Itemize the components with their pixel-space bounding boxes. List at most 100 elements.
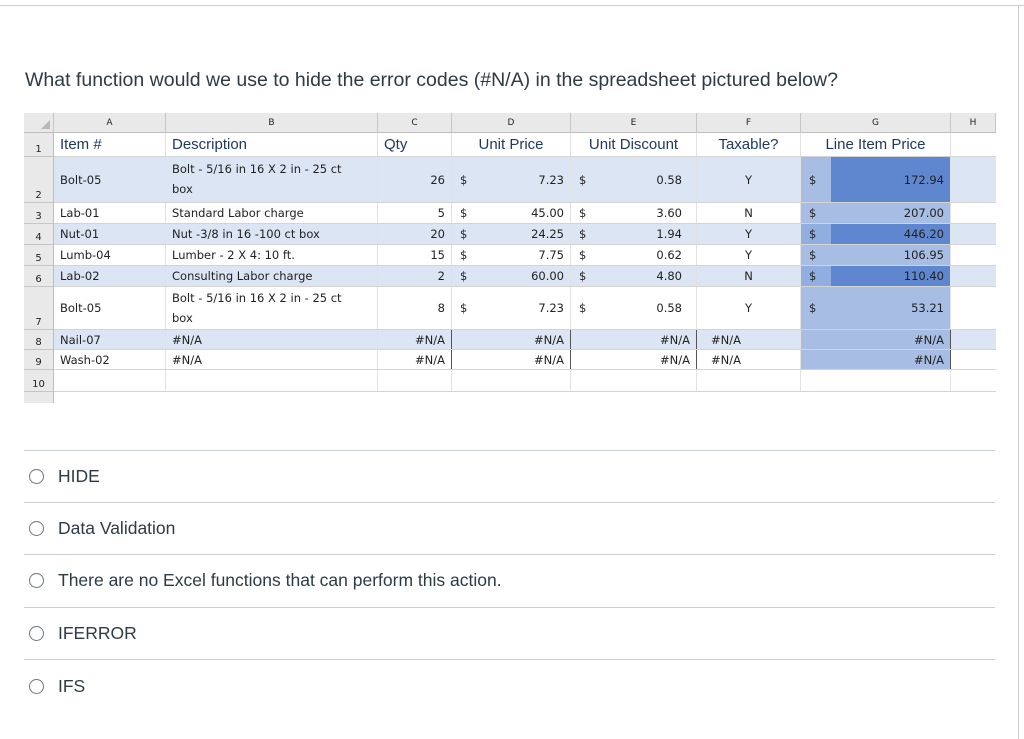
- row-header-3: 3: [24, 203, 54, 224]
- cell-item: Nail-07: [54, 330, 166, 349]
- right-border: [1018, 5, 1019, 739]
- column-header-g: G: [801, 113, 951, 133]
- cell-taxable: Y: [697, 157, 801, 202]
- row-header-1: 1: [24, 133, 54, 157]
- cell-qty: 15: [378, 245, 452, 265]
- option-data-validation[interactable]: Data Validation: [29, 518, 175, 539]
- cell-discount-currency: $: [579, 227, 587, 241]
- cell-price-currency: $: [460, 301, 468, 315]
- empty-cell: [571, 370, 697, 391]
- column-header-h: H: [951, 113, 996, 133]
- cell-item: Lumb-04: [54, 245, 166, 265]
- cell-unit-price: 60.00: [482, 266, 571, 286]
- cell-description: #N/A: [166, 350, 378, 369]
- spreadsheet-image: A B C D E F G H 1 2 3 4 5 6 7 8 9 10 Ite…: [24, 113, 996, 403]
- radio-button[interactable]: [29, 679, 44, 694]
- header-qty: Qty: [378, 133, 452, 156]
- option-label: IFERROR: [58, 623, 137, 643]
- cell-taxable: N: [697, 203, 801, 223]
- row-header-9: 9: [24, 350, 54, 370]
- cell-item: Nut-01: [54, 224, 166, 244]
- cell-unit-discount: 0.58: [601, 287, 697, 329]
- table-row: Wash-02 #N/A #N/A #N/A #N/A #N/A #N/A: [54, 350, 996, 370]
- row-header-4: 4: [24, 224, 54, 245]
- cell-unit-discount: 3.60: [601, 203, 697, 223]
- cell-unit-price: 7.23: [482, 287, 571, 329]
- cell-unit-price: #N/A: [452, 330, 571, 349]
- cell-line-item-price: 106.95: [831, 245, 951, 265]
- cell-line-currency: $: [801, 157, 831, 202]
- cell-item: Lab-01: [54, 203, 166, 223]
- cell-qty: 2: [378, 266, 452, 286]
- option-divider: [24, 450, 995, 451]
- column-header-d: D: [452, 113, 571, 133]
- row-header-2: 2: [24, 157, 54, 203]
- cell-price-currency: $: [460, 227, 468, 241]
- cell-unit-price: 24.25: [482, 224, 571, 244]
- cell-taxable: #N/A: [697, 330, 801, 349]
- option-divider: [24, 607, 995, 608]
- header-description: Description: [166, 133, 378, 156]
- table-header-row: Item # Description Qty Unit Price Unit D…: [54, 133, 996, 157]
- cell-item: Wash-02: [54, 350, 166, 369]
- row-header-11: [24, 392, 54, 403]
- column-header-c: C: [378, 113, 452, 133]
- option-label: Data Validation: [58, 518, 176, 538]
- table-row: Lab-01 Standard Labor charge 5 $ 45.00 $…: [54, 203, 996, 224]
- cell-taxable: N: [697, 266, 801, 286]
- cell-qty: 5: [378, 203, 452, 223]
- option-label: IFS: [58, 676, 86, 696]
- cell-unit-discount: 4.80: [601, 266, 697, 286]
- empty-cell: [54, 370, 166, 391]
- cell-discount-currency: $: [579, 172, 587, 187]
- cell-line-currency: $: [801, 287, 831, 329]
- option-divider: [24, 554, 995, 555]
- column-header-f: F: [697, 113, 801, 133]
- cell-description: #N/A: [166, 330, 378, 349]
- cell-price-currency: $: [460, 206, 468, 220]
- empty-cell: [378, 370, 452, 391]
- cell-qty: 20: [378, 224, 452, 244]
- option-iferror[interactable]: IFERROR: [29, 623, 137, 644]
- cell-unit-discount: #N/A: [571, 330, 697, 349]
- row-header-5: 5: [24, 245, 54, 266]
- cell-line-item-price: #N/A: [801, 350, 951, 369]
- radio-button[interactable]: [29, 469, 44, 484]
- cell-description: Standard Labor charge: [166, 203, 378, 223]
- table-row: Bolt-05 Bolt - 5/16 in 16 X 2 in - 25 ct…: [54, 157, 996, 203]
- cell-price-currency: $: [460, 269, 468, 283]
- option-hide[interactable]: HIDE: [29, 466, 100, 487]
- radio-button[interactable]: [29, 573, 44, 588]
- cell-line-item-price: 53.21: [831, 287, 951, 329]
- cell-line-item-price: 110.40: [831, 266, 951, 286]
- cell-line-currency: $: [801, 203, 831, 223]
- table-row: Lab-02 Consulting Labor charge 2 $ 60.00…: [54, 266, 996, 287]
- column-header-b: B: [166, 113, 378, 133]
- cell-price-currency: $: [460, 172, 468, 187]
- option-no-excel-function[interactable]: There are no Excel functions that can pe…: [29, 570, 502, 591]
- cell-description: Lumber - 2 X 4: 10 ft.: [166, 245, 378, 265]
- cell-qty: 8: [378, 287, 452, 329]
- cell-line-currency: $: [801, 266, 831, 286]
- option-divider: [24, 659, 995, 660]
- select-all-corner: [24, 113, 54, 133]
- cell-discount-currency: $: [579, 248, 587, 262]
- cell-item: Lab-02: [54, 266, 166, 286]
- cell-unit-price: 45.00: [482, 203, 571, 223]
- question-text: What function would we use to hide the e…: [25, 69, 838, 91]
- cell-discount-currency: $: [579, 269, 587, 283]
- column-header-a: A: [54, 113, 166, 133]
- empty-cell: [697, 370, 801, 391]
- header-taxable: Taxable?: [697, 133, 801, 156]
- row-header-6: 6: [24, 266, 54, 287]
- cell-qty: #N/A: [378, 350, 452, 369]
- header-unit-discount: Unit Discount: [571, 133, 697, 156]
- option-ifs[interactable]: IFS: [29, 676, 85, 697]
- radio-button[interactable]: [29, 626, 44, 641]
- cell-line-currency: $: [801, 224, 831, 244]
- row-header-8: 8: [24, 330, 54, 350]
- cell-line-item-price: 446.20: [831, 224, 951, 244]
- row-header-10: 10: [24, 370, 54, 392]
- option-divider: [24, 502, 995, 503]
- radio-button[interactable]: [29, 521, 44, 536]
